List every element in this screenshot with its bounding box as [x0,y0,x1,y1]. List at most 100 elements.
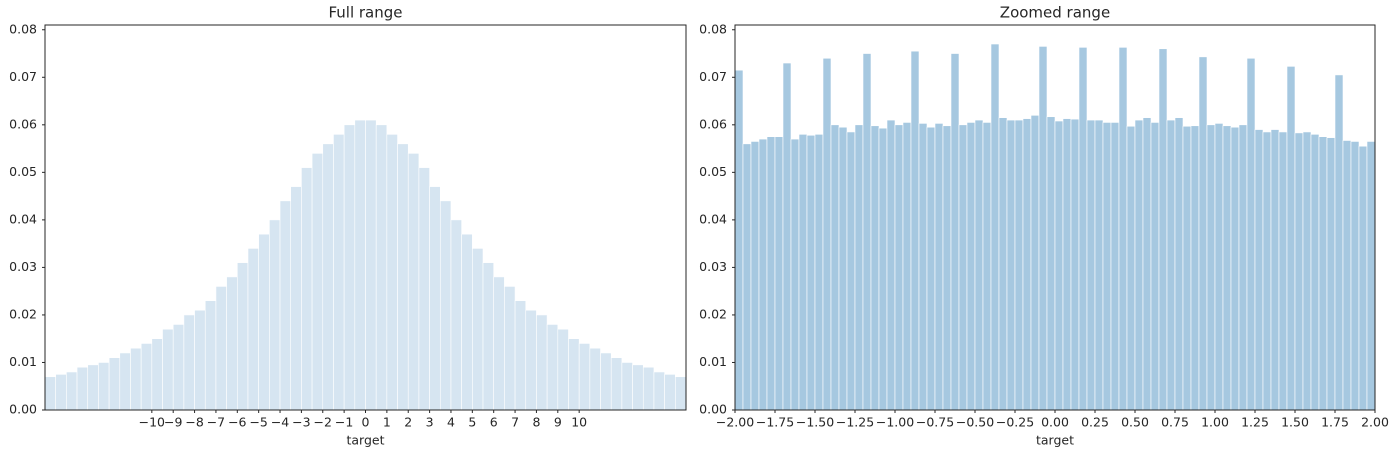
bar [1054,120,1064,411]
y-tick-label: 0.06 [699,116,727,131]
bar [1262,131,1272,411]
x-tick-label: 1 [383,415,391,430]
bar [301,167,313,411]
y-tick-label: 0.05 [699,164,727,179]
bar [333,134,345,411]
bar [1062,118,1072,411]
y-tick-label: 0.06 [9,116,37,131]
x-tick-label: −3 [292,415,310,430]
x-tick-label: −5 [249,415,267,430]
bar [1326,137,1336,411]
x-tick-label: 10 [571,415,587,430]
bar [536,314,548,411]
x-tick-label: 4 [447,415,455,430]
bar [870,125,880,411]
bar [1038,46,1048,411]
bar [838,126,848,411]
bar [642,366,655,411]
bar [365,119,377,411]
x-tick-label: 9 [554,415,562,430]
bar [621,362,633,411]
bar [990,43,1000,411]
bar [108,357,121,411]
bar [439,200,452,411]
bar [1310,134,1320,411]
y-tick-label: 0.05 [9,164,37,179]
bar [1022,118,1032,411]
bar [902,122,912,411]
bar [750,141,760,411]
bar [1286,66,1296,411]
x-tick-label: 0.25 [1081,415,1109,430]
bar [918,123,928,411]
y-tick-label: 0.02 [699,306,727,321]
bar [742,143,752,411]
bar [418,167,430,411]
bar [974,119,984,411]
bar [806,134,816,411]
bar [55,374,67,411]
bar [1222,125,1232,411]
y-tick-label: 0.07 [699,69,727,84]
x-tick-label: −10 [139,415,165,430]
bar [311,153,324,411]
bar [1006,119,1016,411]
bar [1174,117,1184,411]
y-tick-label: 0.08 [699,21,727,36]
bar [950,53,960,411]
y-tick-label: 0.01 [699,354,727,369]
bar [279,200,292,411]
bar [568,338,580,411]
bar [942,125,952,411]
x-tick-label: −9 [164,415,182,430]
bar [966,122,976,411]
x-tick-label: 6 [490,415,498,430]
bar [1302,131,1312,411]
bar [886,119,896,411]
x-tick-label: 1.50 [1281,415,1309,430]
y-tick-label: 0.03 [9,259,37,274]
bar [493,276,505,411]
bar [1046,116,1056,411]
x-tick-label: −1.75 [756,415,794,430]
bar [119,352,131,411]
bar [934,123,944,411]
bar [1166,119,1176,411]
bar [1230,126,1240,411]
bar [632,364,644,411]
bar [258,233,270,411]
x-tick-label: 2.00 [1361,415,1389,430]
bar [162,328,174,411]
bar [758,138,768,411]
x-tick-label: 0.75 [1161,415,1189,430]
x-tick-label: −8 [185,415,203,430]
bar [514,300,527,411]
x-tick-label: 3 [426,415,434,430]
bar [1118,47,1128,411]
bar [846,131,856,411]
bar [183,314,195,411]
y-tick-label: 0.04 [699,211,727,226]
bar [194,309,206,411]
bar [237,262,249,411]
bar [589,347,601,411]
bar [1086,119,1096,411]
bar [830,124,840,411]
bar [44,376,56,411]
bar [375,124,388,411]
bar [1278,131,1288,411]
x-tick-label: −0.25 [996,415,1034,430]
y-tick-label: 0.03 [699,259,727,274]
bar [862,53,872,411]
bar [98,362,110,411]
bar [76,366,89,411]
bar [1030,115,1040,411]
x-tick-label: −0.75 [916,415,954,430]
bar [958,124,968,411]
x-tick-label: −1 [335,415,353,430]
bar [1014,119,1024,411]
bar [461,233,473,411]
bar [140,343,153,411]
bar [429,186,441,411]
